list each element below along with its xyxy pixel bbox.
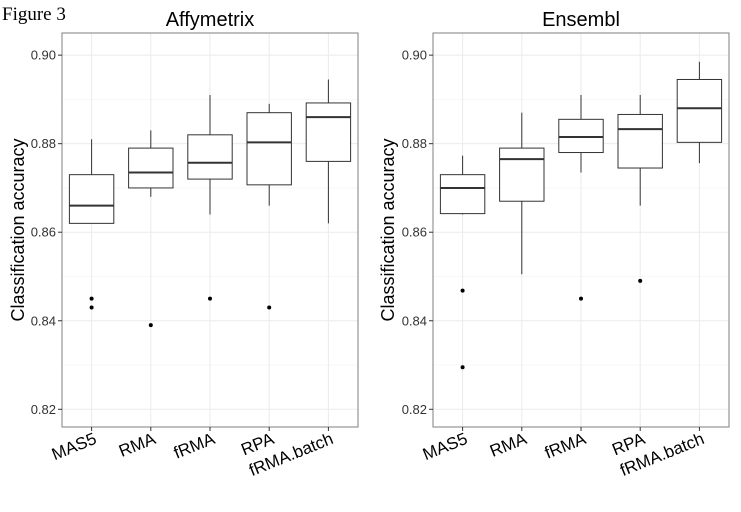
ensembl-x-tick-label: fRMA bbox=[542, 429, 589, 463]
affymetrix-box-rpa bbox=[246, 103, 292, 310]
affymetrix-y-ticks: 0.82 0.84 0.86 0.88 0.90 bbox=[31, 48, 62, 417]
box-body bbox=[187, 134, 233, 180]
outlier-point bbox=[460, 365, 465, 370]
affymetrix-box-mas5 bbox=[68, 139, 115, 310]
outlier-point bbox=[208, 296, 212, 301]
outlier-point bbox=[579, 296, 583, 301]
box-body bbox=[68, 174, 115, 224]
affymetrix-y-tick-label: 0.90 bbox=[31, 48, 56, 63]
box-body bbox=[499, 147, 545, 202]
affymetrix-y-axis-label: Classification accuracy bbox=[8, 138, 28, 321]
ensembl-box-rpa bbox=[617, 94, 663, 283]
box-body bbox=[439, 174, 486, 215]
affymetrix-y-tick-label: 0.82 bbox=[31, 402, 56, 417]
affymetrix-y-tick-label: 0.84 bbox=[31, 313, 56, 328]
ensembl-x-tick-label: RMA bbox=[487, 429, 530, 461]
affymetrix-box-rma bbox=[128, 130, 174, 328]
ensembl-y-ticks: 0.82 0.84 0.86 0.88 0.90 bbox=[402, 48, 433, 417]
figure-label: Figure 3 bbox=[2, 4, 66, 25]
affymetrix-y-tick-label: 0.86 bbox=[31, 225, 56, 240]
affymetrix-y-tick-label: 0.88 bbox=[31, 136, 56, 151]
ensembl-y-tick-label: 0.82 bbox=[402, 402, 427, 417]
ensembl-box-frma-batch bbox=[676, 61, 723, 164]
ensembl-box-frma bbox=[558, 94, 604, 301]
affymetrix-boxes bbox=[68, 79, 352, 328]
affymetrix-box-frma bbox=[187, 94, 233, 301]
outlier-point bbox=[460, 288, 465, 293]
ensembl-y-tick-label: 0.88 bbox=[402, 136, 427, 151]
ensembl-y-tick-label: 0.90 bbox=[402, 48, 427, 63]
box-body bbox=[676, 78, 723, 143]
box-body bbox=[128, 147, 174, 189]
affymetrix-x-tick-label: fRMA bbox=[171, 429, 218, 463]
ensembl-panel: Ensembl Classification accuracy 0.82 0.84… bbox=[378, 9, 730, 480]
outlier-point bbox=[267, 305, 272, 310]
ensembl-y-tick-label: 0.84 bbox=[402, 313, 427, 328]
affymetrix-box-frma-batch bbox=[305, 79, 352, 224]
affymetrix-x-tick-label: MAS5 bbox=[49, 429, 99, 464]
outlier-point bbox=[89, 305, 94, 310]
box-body bbox=[558, 118, 604, 154]
ensembl-box-mas5 bbox=[439, 155, 486, 370]
box-body bbox=[617, 113, 663, 169]
outlier-point bbox=[638, 278, 643, 283]
ensembl-x-tick-label: MAS5 bbox=[420, 429, 470, 464]
outlier-point bbox=[89, 296, 94, 301]
affymetrix-panel: Affymetrix Classification accuracy 0.820… bbox=[8, 9, 359, 480]
box-body bbox=[246, 112, 292, 186]
ensembl-box-rma bbox=[499, 112, 545, 275]
ensembl-y-tick-label: 0.86 bbox=[402, 225, 427, 240]
ensembl-title: Ensembl bbox=[542, 9, 620, 31]
outlier-point bbox=[148, 323, 153, 328]
affymetrix-x-tick-label: RMA bbox=[116, 429, 159, 461]
ensembl-y-axis-label: Classification accuracy bbox=[378, 138, 398, 321]
box-body bbox=[305, 102, 352, 162]
ensembl-boxes bbox=[439, 61, 723, 370]
affymetrix-title: Affymetrix bbox=[166, 9, 255, 31]
